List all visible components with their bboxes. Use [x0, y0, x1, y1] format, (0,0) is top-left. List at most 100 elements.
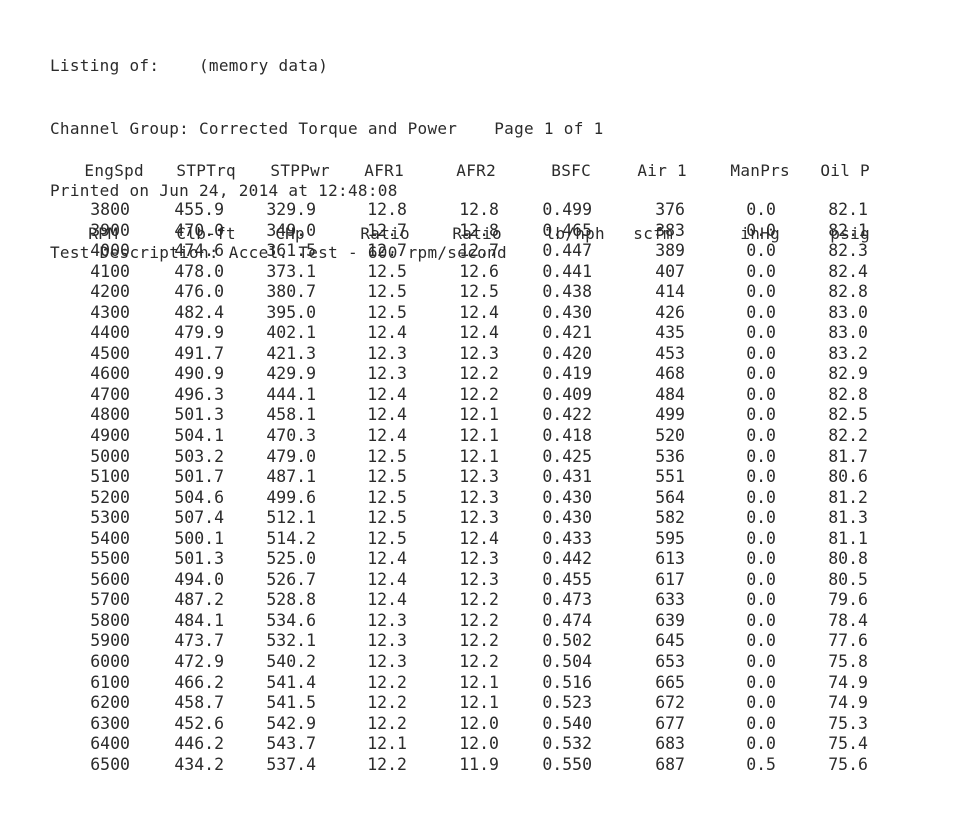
table-cell: 484	[655, 384, 685, 404]
table-cell: 6200	[90, 693, 130, 713]
table-cell: 5500	[90, 549, 130, 569]
table-cell: 0.0	[746, 508, 776, 528]
table-cell: 0.540	[542, 713, 592, 733]
column-unit: CHp	[275, 224, 305, 243]
table-cell: 613	[655, 549, 685, 569]
table-cell: 499.6	[266, 487, 316, 507]
table-cell: 81.7	[828, 446, 868, 466]
table-cell: 12.3	[367, 343, 407, 363]
listing-label: Listing of:	[50, 56, 160, 76]
table-cell: 407	[655, 261, 685, 281]
table-cell: 5900	[90, 631, 130, 651]
table-cell: 470.3	[266, 426, 316, 446]
table-cell: 528.8	[266, 590, 316, 610]
table-cell: 639	[655, 610, 685, 630]
table-cell: 0.550	[542, 754, 592, 774]
table-cell: 0.0	[746, 672, 776, 692]
table-cell: 5700	[90, 590, 130, 610]
table-cell: 12.4	[367, 405, 407, 425]
column-afr2-values: 12.8 12.8 12.7 12.6 12.5 12.4 12.4 12.3 12.2 12.2…	[442, 200, 499, 775]
table-cell: 0.0	[746, 652, 776, 672]
table-cell: 0.0	[746, 610, 776, 630]
channel-group-line: Channel Group: Corrected Torque and Powe…	[50, 119, 604, 140]
table-cell: 0.504	[542, 652, 592, 672]
table-cell: 12.3	[459, 487, 499, 507]
table-cell: 0.474	[542, 610, 592, 630]
table-cell: 0.0	[746, 241, 776, 261]
table-cell: 0.0	[746, 446, 776, 466]
table-cell: 0.441	[542, 261, 592, 281]
table-cell: 503.2	[174, 446, 224, 466]
page-number: Page 1 of 1	[494, 118, 604, 138]
table-cell: 0.0	[746, 261, 776, 281]
table-cell: 474.6	[174, 241, 224, 261]
table-cell: 83.0	[828, 302, 868, 322]
column-afr1-values: 12.8 12.7 12.7 12.5 12.5 12.5 12.4 12.3 12.3 12.4…	[350, 200, 407, 775]
table-cell: 4200	[90, 282, 130, 302]
table-cell: 672	[655, 693, 685, 713]
table-cell: 0.431	[542, 467, 592, 487]
table-cell: 414	[655, 282, 685, 302]
test-description: Test Description: Accel. Test - 600 rpm/…	[50, 242, 507, 262]
table-cell: 4500	[90, 343, 130, 363]
table-cell: 12.4	[367, 384, 407, 404]
table-cell: 473.7	[174, 631, 224, 651]
table-cell: 0.473	[542, 590, 592, 610]
column-name: STPPwr	[270, 161, 330, 180]
table-cell: 12.2	[367, 754, 407, 774]
table-cell: 434.2	[174, 754, 224, 774]
column-stptrq-values: 455.9 470.0 474.6 478.0 476.0 482.4 479.9 491.7…	[158, 200, 224, 775]
table-cell: 0.0	[746, 631, 776, 651]
table-cell: 468	[655, 364, 685, 384]
table-cell: 12.4	[367, 590, 407, 610]
table-cell: 541.5	[266, 693, 316, 713]
table-cell: 12.7	[367, 220, 407, 240]
table-cell: 12.4	[459, 528, 499, 548]
table-cell: 402.1	[266, 323, 316, 343]
table-cell: 12.1	[459, 693, 499, 713]
table-cell: 0.502	[542, 631, 592, 651]
table-cell: 12.3	[459, 467, 499, 487]
table-cell: 12.3	[459, 343, 499, 363]
table-cell: 543.7	[266, 734, 316, 754]
table-cell: 487.1	[266, 467, 316, 487]
table-cell: 81.1	[828, 528, 868, 548]
column-manprs-values: 0.0 0.0 0.0 0.0 0.0 0.0 0.0 0.0 0.0 0.0 0.0 0.0 0.0 0…	[722, 200, 776, 775]
table-cell: 435	[655, 323, 685, 343]
table-cell: 6000	[90, 652, 130, 672]
table-cell: 75.6	[828, 754, 868, 774]
column-engspd-values: 3800 3900 4000 4100 4200 4300 4400 4500 4600 4700…	[68, 200, 130, 775]
table-cell: 429.9	[266, 364, 316, 384]
table-cell: 12.6	[459, 261, 499, 281]
table-cell: 0.409	[542, 384, 592, 404]
table-cell: 12.5	[367, 508, 407, 528]
channel-group: Channel Group: Corrected Torque and Powe…	[50, 118, 458, 138]
table-cell: 687	[655, 754, 685, 774]
table-cell: 82.1	[828, 200, 868, 219]
column-unit: psig	[830, 224, 870, 243]
column-unit: scfm	[633, 224, 673, 243]
column-name: AFR2	[456, 161, 496, 180]
table-cell: 82.4	[828, 261, 868, 281]
table-cell: 81.2	[828, 487, 868, 507]
table-cell: 0.0	[746, 343, 776, 363]
table-cell: 0.433	[542, 528, 592, 548]
table-cell: 0.430	[542, 302, 592, 322]
column-unit: lb/hph	[545, 224, 605, 243]
table-cell: 376	[655, 200, 685, 219]
table-cell: 12.0	[459, 734, 499, 754]
table-cell: 12.1	[367, 734, 407, 754]
table-cell: 472.9	[174, 652, 224, 672]
table-cell: 479.9	[174, 323, 224, 343]
table-cell: 491.7	[174, 343, 224, 363]
table-cell: 633	[655, 590, 685, 610]
column-header-manprs: ManPrs inHg	[712, 118, 790, 286]
table-cell: 617	[655, 569, 685, 589]
table-cell: 82.9	[828, 364, 868, 384]
table-cell: 4900	[90, 426, 130, 446]
table-cell: 487.2	[174, 590, 224, 610]
table-cell: 12.1	[459, 426, 499, 446]
table-cell: 0.0	[746, 569, 776, 589]
table-cell: 0.5	[746, 754, 776, 774]
table-cell: 0.0	[746, 549, 776, 569]
